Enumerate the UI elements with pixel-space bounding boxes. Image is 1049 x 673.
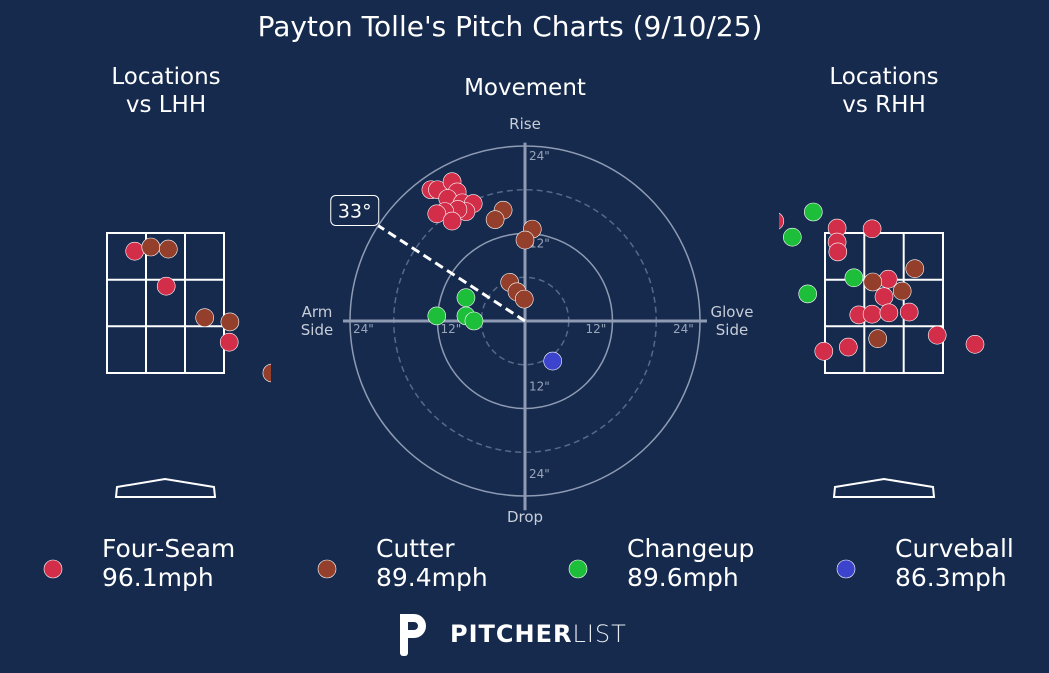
pitch-dot	[863, 272, 883, 292]
legend-marker	[43, 559, 63, 579]
pitch-dot	[515, 230, 535, 250]
legend-marker	[317, 559, 337, 579]
pitch-dot	[456, 288, 476, 307]
legend-speed: 86.3mph	[895, 563, 1007, 592]
axis-label: Arm Side	[300, 303, 334, 339]
pitch-dot	[874, 287, 894, 307]
pitch-dot	[485, 210, 505, 229]
logo-icon	[400, 614, 426, 656]
plot-area	[779, 202, 985, 361]
pitch-dot	[899, 302, 919, 322]
legend-label: Curveball	[895, 534, 1014, 563]
arm-angle-label: 33°	[338, 200, 372, 222]
chart-title: Locations vs LHH	[111, 64, 221, 118]
pitch-dot	[905, 259, 925, 279]
page-title: Payton Tolle's Pitch Charts (9/10/25)	[257, 10, 763, 43]
r-tick-label: 24"	[353, 322, 374, 336]
pitch-dot	[927, 325, 947, 345]
pitch-dot	[965, 334, 985, 354]
pitch-dot	[219, 332, 239, 352]
pitch-dot	[442, 211, 462, 231]
legend-marker	[836, 559, 856, 579]
pitch-dot	[427, 306, 447, 326]
pitch-dot	[782, 227, 802, 247]
pitch-dot	[464, 311, 484, 331]
axis-label: Glove Side	[710, 303, 754, 339]
r-tick-label: 12"	[529, 380, 550, 394]
legend-label: Changeup	[627, 534, 755, 563]
pitch-dot	[779, 212, 785, 230]
pitch-dot	[844, 268, 864, 288]
pitch-dot	[159, 239, 178, 259]
r-tick-label: 24"	[529, 149, 550, 163]
arm-angle-box	[330, 194, 380, 226]
r-tick-label: 24"	[529, 467, 550, 481]
pitch-dot	[862, 219, 882, 239]
brand: PITCHERLIST	[450, 620, 627, 648]
pitch-dot	[220, 312, 240, 332]
chart-title: Locations vs RHH	[829, 64, 939, 118]
legend-label: Cutter	[376, 534, 455, 563]
pitch-dot	[814, 341, 834, 361]
pitch-dot	[262, 363, 271, 383]
pitch-dot	[828, 242, 848, 262]
legend-label: Four-Seam	[102, 534, 236, 563]
axis-label: Rise	[509, 115, 541, 133]
pitch-dot	[862, 304, 882, 324]
pitch-dot	[141, 237, 161, 257]
pitch-dot	[798, 284, 818, 304]
arm-angle-line	[377, 224, 526, 323]
axis-label: Drop	[506, 508, 544, 526]
pitch-dot	[125, 241, 144, 261]
home-plate	[114, 477, 936, 498]
pitch-dot	[803, 202, 823, 222]
chart-title: Movement	[464, 75, 586, 101]
legend-marker	[568, 559, 588, 579]
legend-speed: 96.1mph	[102, 563, 214, 592]
pitch-dot	[868, 329, 888, 349]
pitch-dot	[427, 204, 447, 224]
pitch-dot	[838, 337, 858, 357]
r-tick-label: 12"	[441, 322, 462, 336]
pitch-dot	[879, 303, 899, 323]
plot-area	[125, 237, 271, 383]
r-tick-label: 24"	[673, 322, 694, 336]
brand-bold: PITCHER	[450, 620, 573, 648]
r-tick-label: 12"	[586, 322, 607, 336]
pitch-dot	[195, 308, 214, 328]
pitch-dot	[543, 351, 563, 371]
pitch-dot	[514, 289, 534, 309]
pitch-dot	[156, 276, 176, 296]
brand-light: LIST	[572, 620, 627, 648]
pitch-dot	[892, 281, 912, 301]
legend-speed: 89.6mph	[627, 563, 739, 592]
legend-speed: 89.4mph	[376, 563, 488, 592]
pitch-dot	[878, 269, 898, 289]
